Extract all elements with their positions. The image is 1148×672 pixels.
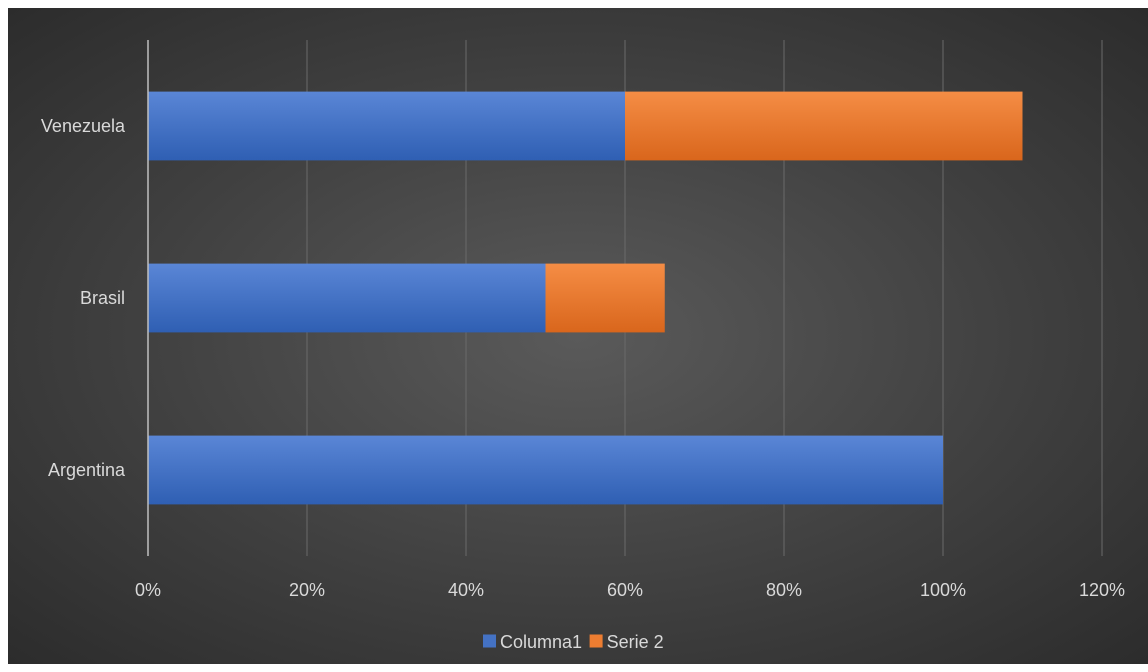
bar-columna1-argentina — [148, 435, 943, 505]
x-tick-label: 20% — [289, 580, 325, 600]
x-tick-label: 120% — [1079, 580, 1125, 600]
legend-label: Columna1 — [500, 632, 582, 652]
legend-swatch-columna1 — [483, 634, 496, 648]
y-category-label: Brasil — [80, 288, 125, 308]
legend-label: Serie 2 — [607, 632, 664, 652]
y-category-label: Venezuela — [41, 116, 126, 136]
bar-serie-2-brasil — [545, 263, 665, 333]
x-tick-label: 100% — [920, 580, 966, 600]
x-tick-label: 60% — [607, 580, 643, 600]
legend-swatch-serie-2 — [589, 634, 603, 648]
x-tick-label: 0% — [135, 580, 161, 600]
x-tick-label: 40% — [448, 580, 484, 600]
bar-columna1-venezuela — [148, 91, 625, 161]
y-category-label: Argentina — [48, 460, 126, 480]
legend: Columna1 Serie 2 — [483, 632, 664, 652]
axes: 0% 20% 40% 60% 80% 100% 120% Argentina Brasil Ven… — [41, 40, 1125, 600]
bars — [148, 91, 1023, 505]
bar-columna1-brasil — [148, 263, 546, 333]
bar-serie-2-venezuela — [625, 91, 1023, 161]
x-tick-label: 80% — [766, 580, 802, 600]
